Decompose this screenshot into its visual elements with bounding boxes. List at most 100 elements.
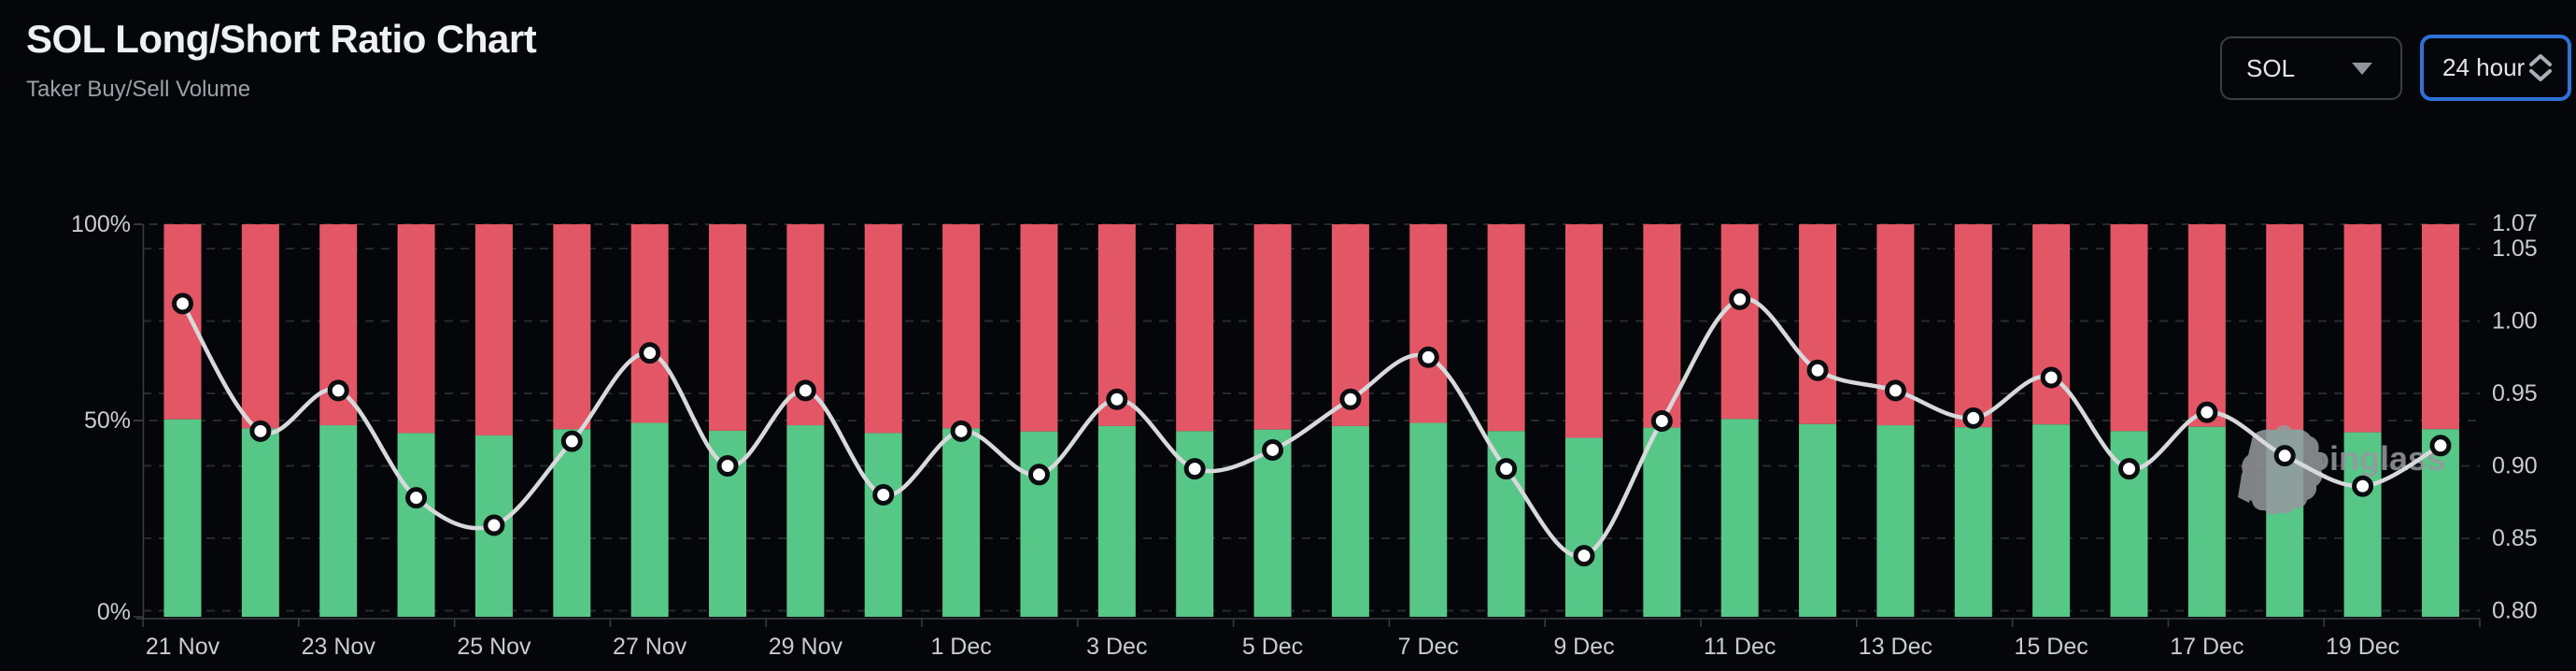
ratio-point[interactable] — [560, 430, 583, 452]
bar-short-segment[interactable] — [1799, 224, 1837, 424]
bar-short-segment[interactable] — [864, 224, 902, 434]
ratio-point[interactable] — [2118, 458, 2140, 480]
bar-long-segment[interactable] — [942, 428, 981, 617]
ratio-point[interactable] — [716, 455, 739, 478]
x-axis-label: 17 Dec — [2170, 634, 2243, 660]
bar-short-segment[interactable] — [630, 224, 669, 423]
interval-select[interactable]: 24 hour — [2420, 35, 2571, 101]
bar-long-segment[interactable] — [1876, 425, 1915, 617]
bar-short-segment[interactable] — [942, 224, 981, 429]
ratio-point[interactable] — [2429, 435, 2452, 457]
ratio-line — [180, 296, 2443, 559]
page-subtitle: Taker Buy/Sell Volume — [26, 77, 251, 102]
bar-long-segment[interactable] — [1643, 427, 1681, 617]
ratio-point[interactable] — [639, 342, 661, 364]
ratio-point[interactable] — [483, 514, 505, 536]
bar-long-segment[interactable] — [2343, 432, 2382, 617]
bar-short-segment[interactable] — [2266, 224, 2304, 431]
ratio-point[interactable] — [2352, 475, 2374, 497]
bar-long-segment[interactable] — [163, 419, 202, 617]
bar-short-segment[interactable] — [474, 224, 513, 435]
left-axis-label: 100% — [71, 211, 131, 237]
bar-short-segment[interactable] — [2110, 224, 2148, 432]
bar-short-segment[interactable] — [709, 224, 747, 431]
ratio-point[interactable] — [1495, 458, 1518, 480]
bar-short-segment[interactable] — [163, 224, 202, 420]
ratio-point[interactable] — [794, 379, 816, 402]
ratio-point[interactable] — [1729, 288, 1751, 310]
right-axis-label: 1.00 — [2492, 308, 2538, 335]
ratio-point[interactable] — [1573, 545, 1595, 567]
ratio-point[interactable] — [172, 293, 193, 315]
ratio-point[interactable] — [2273, 445, 2296, 467]
bar-long-segment[interactable] — [1097, 425, 1136, 617]
ratio-point[interactable] — [1106, 388, 1128, 410]
bar-long-segment[interactable] — [397, 433, 435, 617]
bar-long-segment[interactable] — [1409, 422, 1448, 617]
ratio-point[interactable] — [872, 484, 895, 507]
bar-long-segment[interactable] — [1720, 419, 1759, 617]
bar-long-segment[interactable] — [1020, 431, 1058, 617]
right-axis-label: 0.95 — [2492, 380, 2538, 407]
ratio-point[interactable] — [1339, 388, 1362, 410]
bar-short-segment[interactable] — [2187, 224, 2226, 427]
bar-long-segment[interactable] — [1331, 425, 1369, 617]
bar-long-segment[interactable] — [2421, 429, 2459, 617]
x-axis-label: 9 Dec — [1553, 634, 1614, 660]
bar-long-segment[interactable] — [630, 422, 669, 617]
bar-long-segment[interactable] — [319, 425, 358, 617]
ratio-point[interactable] — [1884, 379, 1906, 402]
ratio-point[interactable] — [405, 487, 428, 509]
bar-short-segment[interactable] — [553, 224, 591, 430]
ratio-point[interactable] — [1962, 407, 1985, 429]
right-axis-label: 0.80 — [2492, 597, 2538, 623]
ratio-point[interactable] — [1262, 438, 1284, 461]
watermark: coinglass — [2238, 424, 2445, 515]
ratio-point[interactable] — [327, 379, 349, 402]
bar-long-segment[interactable] — [864, 433, 902, 617]
bar-long-segment[interactable] — [1954, 427, 1992, 617]
bar-short-segment[interactable] — [1409, 224, 1448, 423]
ratio-point[interactable] — [1183, 458, 1206, 480]
bar-long-segment[interactable] — [553, 429, 591, 617]
watermark-bear-icon — [2238, 424, 2324, 515]
bar-long-segment[interactable] — [2187, 426, 2226, 617]
ratio-point[interactable] — [1027, 464, 1050, 486]
bar-long-segment[interactable] — [1253, 429, 1292, 617]
left-axis-label: 0% — [97, 599, 131, 625]
bar-short-segment[interactable] — [1954, 224, 1992, 428]
page-title: SOL Long/Short Ratio Chart — [26, 17, 537, 61]
bar-long-segment[interactable] — [241, 428, 279, 617]
ratio-point[interactable] — [2196, 401, 2218, 423]
bar-short-segment[interactable] — [1564, 224, 1603, 438]
ratio-point[interactable] — [950, 420, 972, 442]
ratio-point[interactable] — [1650, 409, 1673, 432]
bar-short-segment[interactable] — [1643, 224, 1681, 428]
bar-long-segment[interactable] — [1564, 437, 1603, 617]
x-axis-label: 29 Nov — [769, 634, 843, 660]
bar-long-segment[interactable] — [786, 425, 825, 617]
bar-short-segment[interactable] — [1487, 224, 1525, 432]
right-axis-label: 0.90 — [2492, 453, 2538, 479]
bar-long-segment[interactable] — [2032, 424, 2071, 617]
bar-short-segment[interactable] — [1176, 224, 1214, 432]
bar-short-segment[interactable] — [2343, 224, 2382, 433]
bar-short-segment[interactable] — [1720, 224, 1759, 420]
x-axis-label: 23 Nov — [302, 634, 376, 660]
ratio-point[interactable] — [249, 420, 272, 442]
ratio-point[interactable] — [2040, 366, 2062, 389]
bar-short-segment[interactable] — [1020, 224, 1058, 432]
bar-short-segment[interactable] — [397, 224, 435, 434]
bar-short-segment[interactable] — [2421, 224, 2459, 430]
x-axis-label: 5 Dec — [1242, 634, 1303, 660]
x-axis-label: 19 Dec — [2326, 634, 2399, 660]
bar-short-segment[interactable] — [1253, 224, 1292, 430]
bar-short-segment[interactable] — [2032, 224, 2071, 425]
ratio-point[interactable] — [1806, 359, 1829, 381]
bar-short-segment[interactable] — [241, 224, 279, 429]
symbol-select[interactable]: SOL — [2220, 36, 2402, 100]
bar-long-segment[interactable] — [1799, 423, 1837, 617]
ratio-point[interactable] — [1417, 346, 1439, 368]
